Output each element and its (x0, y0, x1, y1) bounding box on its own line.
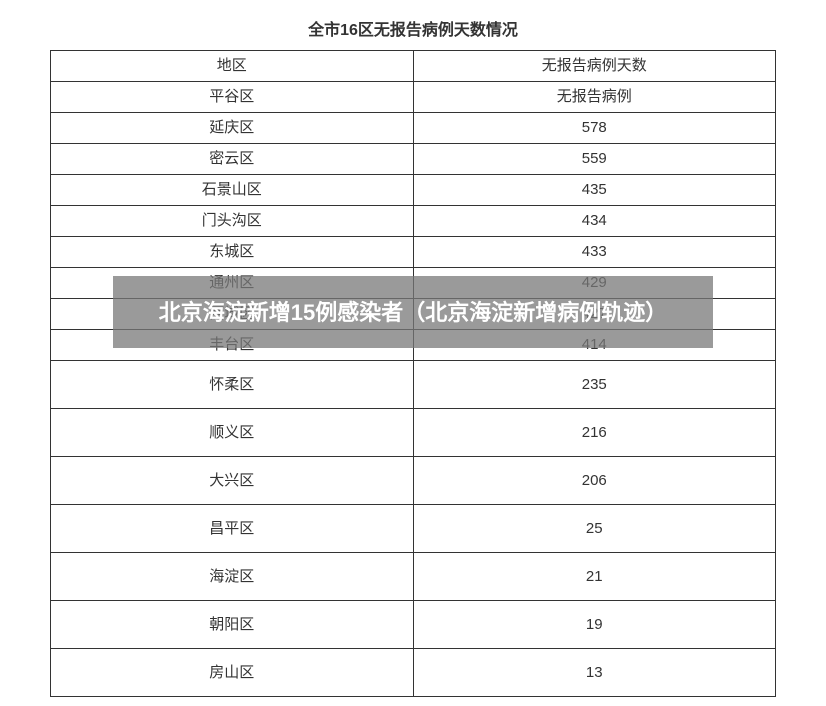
cell-region: 朝阳区 (51, 601, 414, 649)
cell-region: 石景山区 (51, 175, 414, 206)
overlay-text: 北京海淀新增15例感染者（北京海淀新增病例轨迹） (159, 296, 667, 329)
table-row: 朝阳区19 (51, 601, 776, 649)
cell-days: 435 (413, 175, 776, 206)
cell-region: 平谷区 (51, 82, 414, 113)
header-row: 地区 无报告病例天数 (51, 51, 776, 82)
table-row: 顺义区216 (51, 409, 776, 457)
cell-days: 25 (413, 505, 776, 553)
cell-region: 海淀区 (51, 553, 414, 601)
cell-days: 13 (413, 649, 776, 697)
cell-region: 延庆区 (51, 113, 414, 144)
table-row: 平谷区无报告病例 (51, 82, 776, 113)
cell-days: 206 (413, 457, 776, 505)
cell-region: 顺义区 (51, 409, 414, 457)
table-row: 门头沟区434 (51, 206, 776, 237)
cell-days: 434 (413, 206, 776, 237)
cases-table: 地区 无报告病例天数 平谷区无报告病例延庆区578密云区559石景山区435门头… (50, 50, 776, 697)
cell-region: 昌平区 (51, 505, 414, 553)
cell-region: 房山区 (51, 649, 414, 697)
cell-days: 无报告病例 (413, 82, 776, 113)
cell-region: 怀柔区 (51, 361, 414, 409)
cell-region: 密云区 (51, 144, 414, 175)
cell-days: 216 (413, 409, 776, 457)
cell-days: 433 (413, 237, 776, 268)
table-row: 大兴区206 (51, 457, 776, 505)
table-row: 怀柔区235 (51, 361, 776, 409)
table-row: 延庆区578 (51, 113, 776, 144)
cell-region: 门头沟区 (51, 206, 414, 237)
col-days: 无报告病例天数 (413, 51, 776, 82)
cell-region: 大兴区 (51, 457, 414, 505)
cell-days: 19 (413, 601, 776, 649)
table-row: 海淀区21 (51, 553, 776, 601)
cell-days: 235 (413, 361, 776, 409)
cell-days: 559 (413, 144, 776, 175)
table-row: 东城区433 (51, 237, 776, 268)
col-region: 地区 (51, 51, 414, 82)
table-row: 密云区559 (51, 144, 776, 175)
table-row: 石景山区435 (51, 175, 776, 206)
table-title: 全市16区无报告病例天数情况 (50, 10, 776, 50)
cell-region: 东城区 (51, 237, 414, 268)
table-row: 房山区13 (51, 649, 776, 697)
table-row: 昌平区25 (51, 505, 776, 553)
cell-days: 21 (413, 553, 776, 601)
overlay-banner: 北京海淀新增15例感染者（北京海淀新增病例轨迹） (113, 276, 713, 348)
cell-days: 578 (413, 113, 776, 144)
